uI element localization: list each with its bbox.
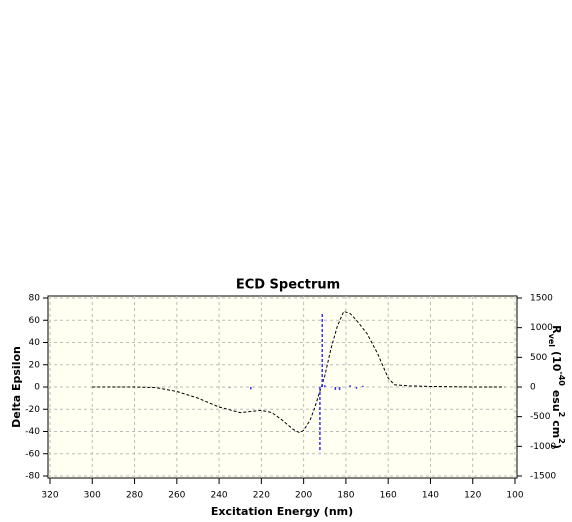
y-tick-label: -20: [25, 405, 40, 415]
y2-tick-label: -1000: [530, 442, 556, 452]
label-part: (10: [550, 351, 563, 372]
x-tick-label: 320: [41, 491, 58, 501]
y-tick-label: 20: [29, 360, 41, 370]
x-axis-label: Excitation Energy (nm): [211, 505, 353, 518]
y-tick-label: 40: [29, 338, 41, 348]
x-tick-label: 140: [422, 491, 439, 501]
y-tick-label: -80: [25, 472, 40, 482]
chart-title: ECD Spectrum: [236, 278, 340, 293]
label-part: cm: [550, 420, 563, 438]
label-part: 2: [558, 412, 567, 418]
y2-tick-label: 500: [530, 353, 547, 363]
x-tick-label: 160: [380, 491, 397, 501]
y2-tick-label: -500: [530, 412, 551, 422]
y-tick-label: -60: [25, 449, 40, 459]
y2-tick-label: 1500: [530, 294, 553, 304]
x-tick-label: 300: [84, 491, 101, 501]
x-tick-label: 280: [126, 491, 143, 501]
x-tick-label: 260: [168, 491, 185, 501]
label-part: ): [550, 444, 563, 449]
x-tick-label: 180: [337, 491, 354, 501]
x-tick-label: 240: [210, 491, 227, 501]
y-axis-label: Delta Epsilon: [10, 346, 23, 428]
y-tick-label: -40: [25, 427, 40, 437]
y-tick-label: 0: [34, 383, 40, 393]
x-tick-label: 100: [506, 491, 523, 501]
spectrum-line: [92, 310, 505, 434]
label-part: vel: [548, 334, 557, 348]
label-part: R: [550, 325, 563, 334]
label-part: esu: [550, 390, 563, 412]
x-tick-label: 220: [253, 491, 270, 501]
y-tick-label: 80: [29, 294, 41, 304]
label-part: -40: [558, 371, 567, 386]
label-part: 2: [558, 438, 567, 444]
y-tick-label: 60: [29, 316, 41, 326]
y2-tick-label: -1500: [530, 472, 556, 482]
x-tick-label: 120: [464, 491, 481, 501]
y2-tick-label: 0: [530, 383, 536, 393]
y2-tick-label: 1000: [530, 323, 553, 333]
y2-axis-label: Rvel(10-40esu2cm2): [548, 325, 567, 449]
x-tick-label: 200: [295, 491, 312, 501]
